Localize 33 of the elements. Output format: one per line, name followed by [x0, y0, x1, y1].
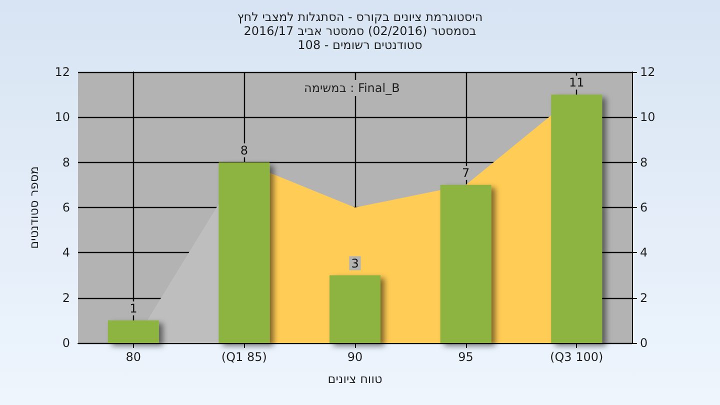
- y-axis-title: מספר סטודנטים: [27, 166, 41, 249]
- y2-tick-label: 6: [640, 200, 648, 214]
- x-tick-label: 90: [347, 350, 363, 364]
- x-tick-label: (Q3 100): [550, 350, 604, 364]
- bar: [330, 275, 380, 343]
- x-tick-label: (Q1 85): [221, 350, 267, 364]
- y-tick-label: 10: [54, 110, 70, 124]
- y2-tick-label: 4: [640, 246, 648, 260]
- bar: [551, 94, 602, 343]
- data-label: 3: [351, 256, 359, 270]
- y-tick-label: 6: [62, 200, 70, 214]
- y-tick-label: 12: [54, 65, 70, 79]
- y-tick-label: 8: [62, 155, 70, 170]
- y2-tick-label: 0: [640, 336, 648, 350]
- y-tick-label: 2: [62, 290, 70, 305]
- data-label: 11: [568, 76, 584, 90]
- annotation: במשימה : Final_B: [304, 81, 400, 95]
- data-label: 1: [130, 301, 138, 316]
- data-label: 7: [462, 166, 470, 180]
- y2-tick-label: 10: [640, 110, 656, 124]
- bar: [440, 184, 492, 343]
- chart-title: היסטוגרמת ציונים בקורס - הסתגלות למצבי לחץ: [236, 10, 484, 24]
- x-tick-label: 95: [458, 350, 474, 364]
- data-label: 8: [240, 143, 248, 158]
- x-tick-label: 80: [126, 350, 142, 364]
- y2-tick-label: 8: [640, 155, 648, 170]
- chart-subtitle: בסמסטר (02/2016) סמסטר אביב 2016/17 סטודנטים רשומים - 108: [242, 24, 478, 52]
- bar: [108, 320, 159, 343]
- y2-tick-label: 12: [640, 65, 656, 79]
- y-tick-label: 4: [62, 246, 70, 260]
- x-axis-title: טווח ציונים: [328, 372, 382, 386]
- y-tick-label: 0: [62, 336, 70, 350]
- y2-tick-label: 2: [640, 290, 648, 305]
